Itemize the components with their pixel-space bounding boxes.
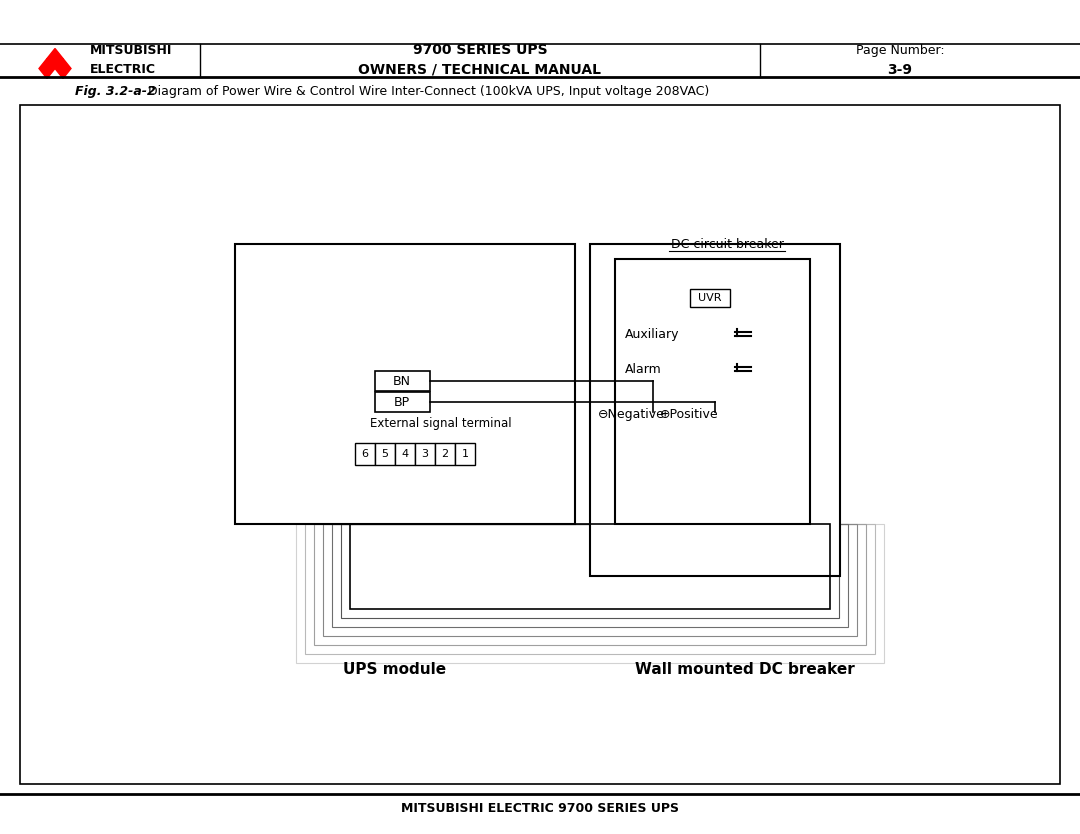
- Text: UVR: UVR: [699, 293, 721, 303]
- Text: 3-9: 3-9: [888, 63, 913, 77]
- Polygon shape: [39, 58, 55, 78]
- Bar: [590, 244, 840, 576]
- Text: Fig. 3.2-a-2: Fig. 3.2-a-2: [75, 85, 156, 98]
- Text: BN: BN: [393, 374, 411, 388]
- Text: 4: 4: [402, 449, 408, 459]
- Bar: [314, 524, 866, 645]
- Bar: [615, 259, 810, 524]
- Bar: [323, 524, 858, 636]
- Polygon shape: [55, 58, 71, 78]
- Text: 1: 1: [461, 449, 469, 459]
- Bar: [690, 289, 730, 307]
- Text: DC circuit breaker: DC circuit breaker: [671, 238, 783, 251]
- Text: Wall mounted DC breaker: Wall mounted DC breaker: [635, 661, 855, 676]
- Bar: [375, 371, 430, 391]
- Bar: [332, 524, 848, 627]
- Bar: [341, 524, 839, 618]
- Bar: [375, 392, 430, 412]
- Text: 9700 SERIES UPS: 9700 SERIES UPS: [413, 43, 548, 57]
- Bar: [350, 524, 831, 609]
- Text: MITSUBISHI: MITSUBISHI: [90, 43, 173, 57]
- Text: MITSUBISHI ELECTRIC 9700 SERIES UPS: MITSUBISHI ELECTRIC 9700 SERIES UPS: [401, 801, 679, 815]
- Bar: [355, 443, 375, 465]
- Bar: [415, 443, 435, 465]
- Text: 5: 5: [381, 449, 389, 459]
- Text: ⊖Negative: ⊖Negative: [598, 408, 665, 420]
- Text: External signal terminal: External signal terminal: [370, 417, 512, 430]
- Text: BP: BP: [394, 395, 410, 409]
- Text: 3: 3: [421, 449, 429, 459]
- Bar: [455, 443, 475, 465]
- Bar: [235, 244, 575, 524]
- Text: Page Number:: Page Number:: [855, 43, 944, 57]
- Text: ⊕Positive: ⊕Positive: [660, 408, 718, 420]
- Bar: [305, 524, 875, 654]
- Text: 6: 6: [362, 449, 368, 459]
- Text: 2: 2: [442, 449, 448, 459]
- Text: ELECTRIC: ELECTRIC: [90, 63, 156, 76]
- Polygon shape: [48, 48, 63, 68]
- Text: OWNERS / TECHNICAL MANUAL: OWNERS / TECHNICAL MANUAL: [359, 63, 602, 77]
- Text: Auxiliary: Auxiliary: [625, 328, 679, 340]
- Text: Diagram of Power Wire & Control Wire Inter-Connect (100kVA UPS, Input voltage 20: Diagram of Power Wire & Control Wire Int…: [148, 85, 710, 98]
- Bar: [375, 443, 395, 465]
- Bar: [296, 524, 885, 663]
- Text: UPS module: UPS module: [343, 661, 446, 676]
- Bar: [395, 443, 415, 465]
- Text: Alarm: Alarm: [625, 363, 662, 375]
- Bar: [435, 443, 455, 465]
- Bar: [21, 105, 1059, 784]
